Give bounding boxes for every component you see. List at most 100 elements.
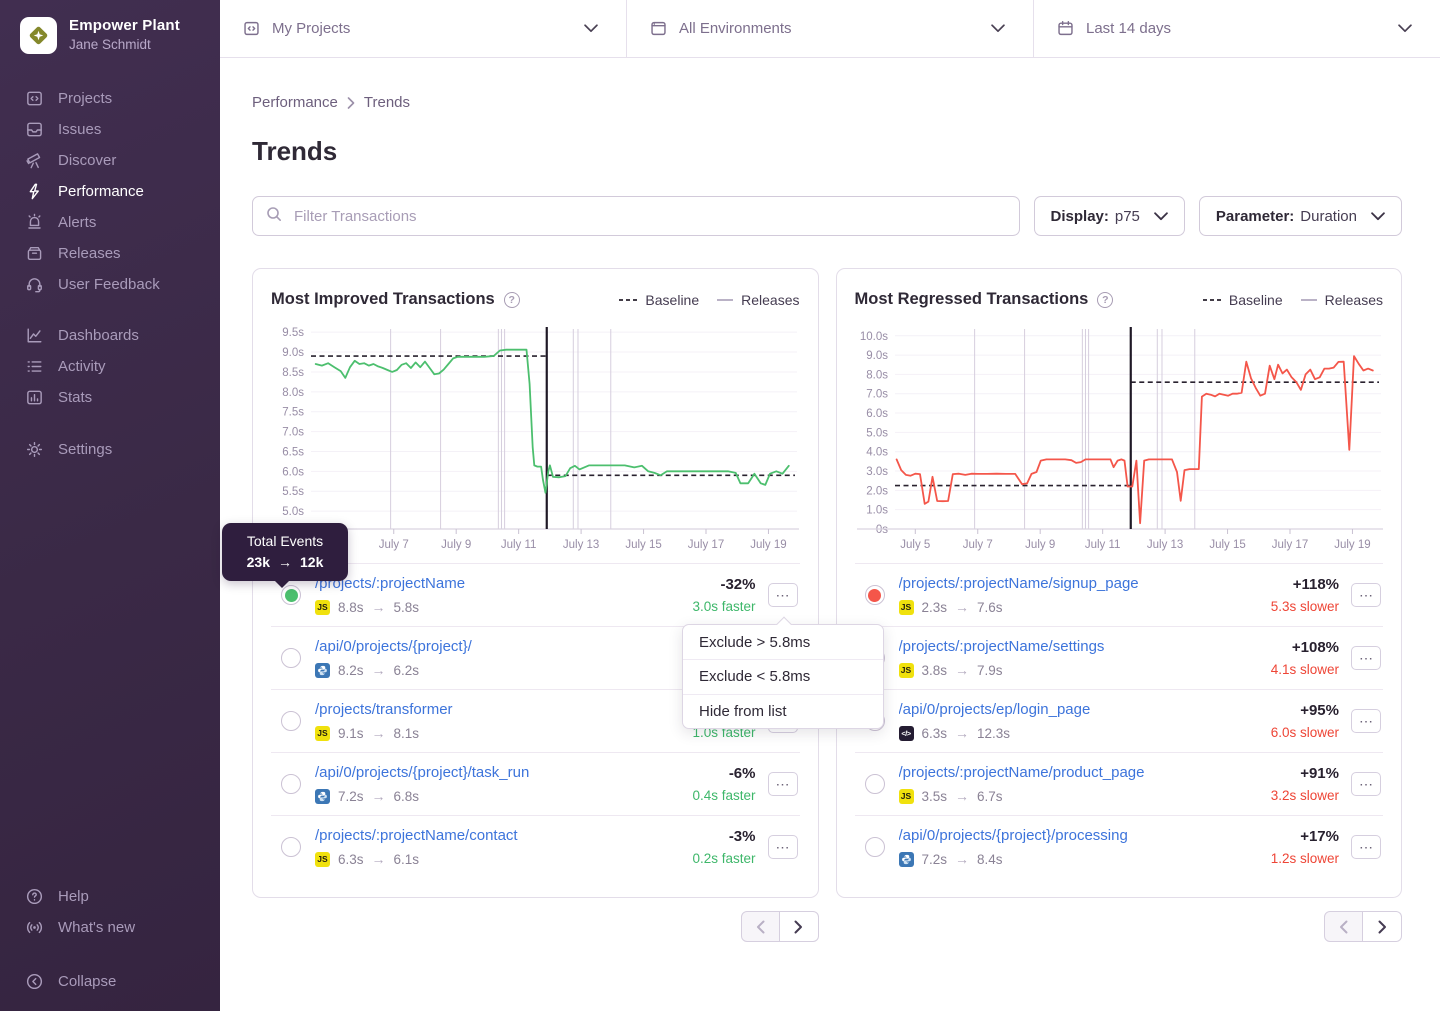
y-tick-label: 6.5s [282,446,304,458]
x-tick-label: July 13 [563,539,599,551]
next-page-button[interactable] [779,911,819,942]
trend-series-line [314,348,790,494]
sidebar-item-discover[interactable]: Discover [0,145,220,176]
python-platform-icon [898,851,914,867]
transaction-radio[interactable] [281,585,301,605]
sidebar-item-label: Alerts [58,214,97,231]
display-dropdown[interactable]: Display: p75 [1033,196,1185,236]
transaction-link[interactable]: /projects/:projectName [315,575,466,592]
row-actions-button[interactable]: ⋯ [767,583,798,607]
calendar-icon [1056,19,1075,38]
date-range-dropdown[interactable]: Last 14 days [1034,0,1440,57]
sidebar-item-performance[interactable]: Performance [0,176,220,207]
collapse-icon [25,972,44,991]
sidebar-footer: Help What's new Collapse [0,881,220,997]
row-actions-button[interactable]: ⋯ [1351,583,1381,607]
legend-baseline: Baseline [619,292,699,308]
duration-delta: 1.2s slower [1270,851,1339,866]
transaction-link[interactable]: /api/0/projects/ep/login_page [898,701,1091,718]
transaction-link[interactable]: /projects/:projectName/contact [315,827,518,844]
transaction-info: /projects/:projectName JS 8.8s → 5.8s [315,575,692,615]
sidebar-item-projects[interactable]: Projects [0,83,220,114]
context-menu-item-hide-from-list[interactable]: Hide from list [683,693,883,728]
breadcrumb-performance[interactable]: Performance [252,94,338,111]
sidebar-nav-secondary: Dashboards Activity Stats [0,320,220,413]
sidebar-item-what-s-new[interactable]: What's new [0,912,220,943]
python-platform-icon [315,662,330,678]
context-menu-item-exclude-5-8ms[interactable]: Exclude > 5.8ms [683,625,883,660]
chevron-right-icon [1378,920,1386,933]
transaction-radio[interactable] [864,837,885,857]
next-page-button[interactable] [1363,911,1402,942]
sidebar-item-activity[interactable]: Activity [0,351,220,382]
search-icon [266,206,282,227]
sidebar-item-help[interactable]: Help [0,881,220,912]
sidebar-item-alerts[interactable]: Alerts [0,207,220,238]
row-actions-button[interactable]: ⋯ [767,835,798,859]
previous-page-button[interactable] [1324,911,1363,942]
duration-from: 7.2s [338,788,364,804]
parameter-dropdown[interactable]: Parameter: Duration [1198,196,1402,236]
python-logo-glyph [901,854,911,864]
user-feedback-icon [25,275,44,294]
y-tick-label: 9.5s [282,327,304,339]
regressed-panel-title: Most Regressed Transactions [854,290,1089,308]
transaction-radio[interactable] [864,774,885,794]
row-actions-button[interactable]: ⋯ [1351,709,1381,733]
transaction-search[interactable] [252,196,1020,236]
total-events-tooltip: Total Events 23k → 12k [222,523,348,588]
sidebar-item-stats[interactable]: Stats [0,382,220,413]
search-input[interactable] [292,206,1006,226]
org-texts: Empower Plant Jane Schmidt [69,17,180,52]
project-filter-dropdown[interactable]: My Projects [220,0,627,57]
help-circle-icon[interactable]: ? [1097,291,1114,308]
transaction-radio[interactable] [281,774,301,794]
row-actions-button[interactable]: ⋯ [1351,772,1381,796]
transaction-link[interactable]: /projects/:projectName/product_page [898,764,1145,781]
sidebar-item-label: Collapse [58,973,117,990]
topbar: My Projects All Environments Last 14 day… [220,0,1440,58]
sidebar-nav-help: Help What's new [0,881,220,943]
y-tick-label: 0s [875,524,887,536]
y-tick-label: 4.0s [866,447,888,459]
transaction-link[interactable]: /projects/transformer [315,701,453,718]
sidebar-item-user-feedback[interactable]: User Feedback [0,269,220,300]
regressed-transaction-list: /projects/:projectName/signup_page JS 2.3s… [854,563,1383,878]
row-actions-button[interactable]: ⋯ [1351,835,1381,859]
improved-trend-chart[interactable]: 9.5s 9.0s 8.5s 8.0s 7.5s 7.0s 6.5s 6.0s 5.5s 5.0s… [271,323,801,555]
transaction-link[interactable]: /projects/:projectName/settings [898,638,1105,655]
duration-from: 6.3s [921,725,948,741]
row-actions-button[interactable]: ⋯ [767,772,798,796]
transaction-link[interactable]: /api/0/projects/{project}/task_run [315,764,530,781]
sidebar-item-releases[interactable]: Releases [0,238,220,269]
sidebar-item-collapse[interactable]: Collapse [0,966,220,997]
transaction-radio[interactable] [281,711,301,731]
transaction-radio[interactable] [281,648,301,668]
org-switcher[interactable]: Empower Plant Jane Schmidt [0,0,220,54]
help-circle-icon[interactable]: ? [503,291,520,308]
regressed-trend-chart[interactable]: 10.0s 9.0s 8.0s 7.0s 6.0s 5.0s 4.0s 3.0s 2.0s 1.0… [855,323,1385,555]
previous-page-button[interactable] [740,911,780,942]
tooltip-from-value: 23k [246,554,270,570]
context-menu-item-exclude-5-8ms[interactable]: Exclude < 5.8ms [683,659,883,694]
transaction-change: +118% 5.3s slower [1271,576,1339,614]
transaction-link[interactable]: /projects/:projectName/signup_page [898,575,1139,592]
chevron-left-icon [1340,920,1348,933]
duration-delta: 3.2s slower [1270,788,1339,803]
row-actions-button[interactable]: ⋯ [1351,646,1381,670]
transaction-radio[interactable] [864,585,885,605]
baseline-dash-swatch [619,298,638,301]
chevron-down-icon [584,24,598,33]
transaction-durations: </> 6.3s → 12.3s [898,725,1271,741]
transaction-durations: JS 9.1s → 8.1s [315,725,692,741]
sidebar-item-label: User Feedback [58,276,160,293]
environment-filter-dropdown[interactable]: All Environments [627,0,1034,57]
sidebar-item-issues[interactable]: Issues [0,114,220,145]
breadcrumb-trends: Trends [363,94,411,111]
sidebar-item-dashboards[interactable]: Dashboards [0,320,220,351]
settings-icon [25,440,44,459]
sidebar-item-settings[interactable]: Settings [0,434,220,465]
sidebar-item-label: Help [58,888,89,905]
transaction-link[interactable]: /api/0/projects/{project}/processing [898,827,1128,844]
transaction-radio[interactable] [281,837,301,857]
